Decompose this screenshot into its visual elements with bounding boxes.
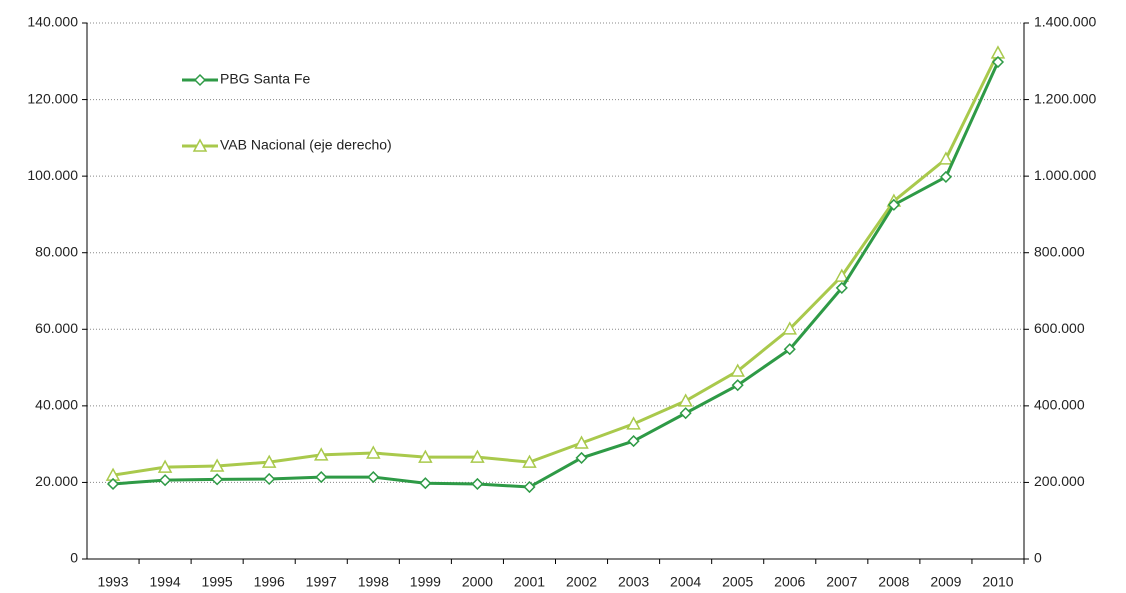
x-tick-label: 2001 xyxy=(514,574,545,590)
x-tick-label: 1994 xyxy=(150,574,181,590)
marker xyxy=(991,55,1005,69)
y2-tick-label: 1.400.000 xyxy=(1034,14,1096,30)
y2-tick-label: 0 xyxy=(1034,550,1042,566)
marker xyxy=(731,379,744,392)
y-tick-label: 0 xyxy=(70,550,78,566)
marker xyxy=(783,343,796,356)
x-tick-label: 1997 xyxy=(306,574,337,590)
marker xyxy=(366,445,381,459)
legend-label: PBG Santa Fe xyxy=(220,71,310,87)
marker xyxy=(574,435,589,449)
marker xyxy=(209,458,225,472)
marker xyxy=(575,451,588,464)
x-tick-label: 1993 xyxy=(97,574,128,590)
y-tick-label: 100.000 xyxy=(27,167,78,183)
y-tick-label: 60.000 xyxy=(35,320,78,336)
marker xyxy=(211,473,224,486)
y2-tick-label: 1.200.000 xyxy=(1034,90,1096,106)
x-tick-label: 1995 xyxy=(202,574,233,590)
y2-tick-label: 600.000 xyxy=(1034,320,1085,336)
marker xyxy=(678,393,693,407)
x-tick-label: 2003 xyxy=(618,574,649,590)
marker xyxy=(834,268,850,282)
x-tick-label: 1996 xyxy=(254,574,285,590)
y2-tick-label: 400.000 xyxy=(1034,397,1085,413)
x-tick-label: 1999 xyxy=(410,574,441,590)
series-line xyxy=(112,61,1000,489)
x-tick-label: 2008 xyxy=(878,574,909,590)
x-tick-label: 2006 xyxy=(774,574,805,590)
marker xyxy=(835,281,848,294)
marker xyxy=(315,471,328,484)
marker xyxy=(522,454,537,468)
marker xyxy=(470,449,485,463)
marker xyxy=(523,480,536,494)
marker xyxy=(679,407,692,420)
marker xyxy=(313,447,329,461)
y-tick-label: 120.000 xyxy=(27,90,78,106)
y-tick-label: 20.000 xyxy=(35,473,78,489)
x-tick-label: 2005 xyxy=(722,574,753,590)
marker xyxy=(939,170,952,183)
marker xyxy=(887,198,900,211)
marker xyxy=(627,435,640,448)
marker xyxy=(159,474,172,487)
legend-marker xyxy=(192,138,208,152)
marker xyxy=(471,477,484,491)
x-tick-label: 1998 xyxy=(358,574,389,590)
x-tick-label: 2004 xyxy=(670,574,701,590)
marker xyxy=(938,151,954,165)
x-tick-label: 2002 xyxy=(566,574,597,590)
x-tick-label: 2009 xyxy=(930,574,961,590)
marker xyxy=(730,363,745,377)
y-tick-label: 80.000 xyxy=(35,243,78,259)
marker xyxy=(157,459,173,473)
marker xyxy=(418,449,433,463)
marker xyxy=(263,472,276,486)
y2-tick-label: 800.000 xyxy=(1034,243,1085,259)
y-tick-label: 40.000 xyxy=(35,397,78,413)
series-line xyxy=(112,52,1000,477)
marker xyxy=(626,416,641,430)
marker xyxy=(261,454,277,468)
marker xyxy=(419,477,432,490)
marker xyxy=(106,477,120,491)
x-tick-label: 2000 xyxy=(462,574,493,590)
x-tick-label: 2007 xyxy=(826,574,857,590)
marker xyxy=(782,321,798,335)
y2-tick-label: 1.000.000 xyxy=(1034,167,1096,183)
x-tick-label: 2010 xyxy=(982,574,1013,590)
legend-marker xyxy=(193,73,207,87)
legend-label: VAB Nacional (eje derecho) xyxy=(220,137,392,153)
marker xyxy=(367,471,380,484)
y2-tick-label: 200.000 xyxy=(1034,473,1085,489)
y-tick-label: 140.000 xyxy=(27,14,78,30)
